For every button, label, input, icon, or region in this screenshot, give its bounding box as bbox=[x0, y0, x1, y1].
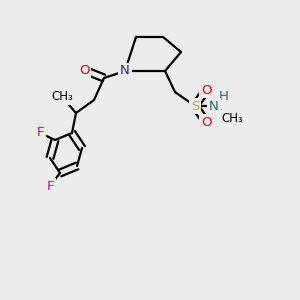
Text: F: F bbox=[36, 127, 44, 140]
Text: CH₃: CH₃ bbox=[221, 112, 243, 124]
Text: H: H bbox=[219, 89, 229, 103]
Text: CH₃: CH₃ bbox=[51, 91, 73, 103]
Text: S: S bbox=[191, 100, 199, 112]
Text: N: N bbox=[209, 100, 219, 112]
Text: F: F bbox=[46, 179, 54, 193]
Text: N: N bbox=[120, 64, 130, 77]
Text: O: O bbox=[201, 83, 211, 97]
Text: O: O bbox=[201, 116, 211, 128]
Text: O: O bbox=[79, 64, 89, 76]
